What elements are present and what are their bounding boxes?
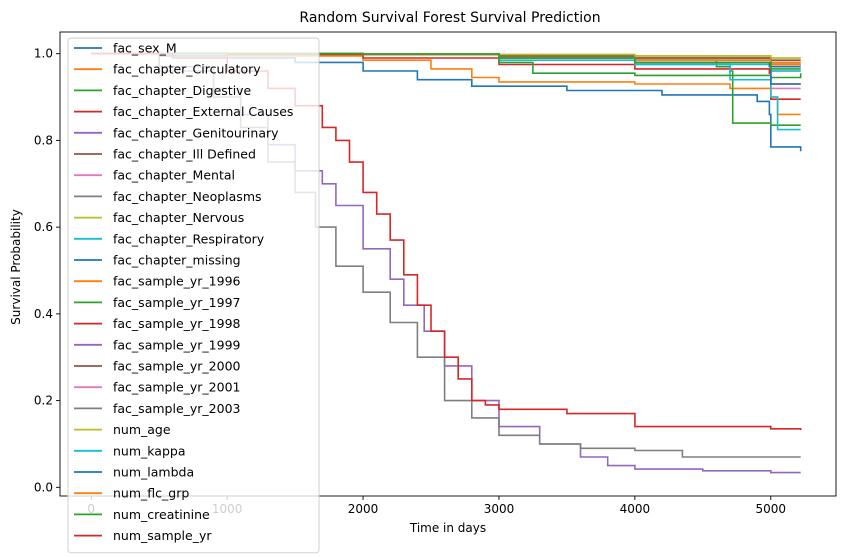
legend-entry: num_creatinine xyxy=(113,507,210,522)
y-tick-label: 1.0 xyxy=(34,47,53,61)
legend-entry: fac_sample_yr_1999 xyxy=(113,337,241,352)
axes-frame xyxy=(59,31,837,497)
y-tick-label: 0.2 xyxy=(34,394,53,408)
x-tick-label: 3000 xyxy=(484,502,515,516)
legend-entry: fac_chapter_Ill Defined xyxy=(113,147,256,162)
x-tick-label: 4000 xyxy=(620,502,651,516)
y-tick-label: 0.0 xyxy=(34,480,53,494)
chart-title: Random Survival Forest Survival Predicti… xyxy=(299,10,600,26)
legend-entry: fac_sample_yr_1998 xyxy=(113,316,241,331)
legend-entry: num_age xyxy=(113,422,171,437)
legend-box xyxy=(67,37,320,554)
legend-entry: fac_chapter_Respiratory xyxy=(113,231,265,246)
legend-entry: num_kappa xyxy=(113,443,185,458)
legend-entry: fac_sample_yr_2003 xyxy=(113,401,240,416)
legend-entry: fac_sample_yr_1997 xyxy=(113,295,240,310)
x-tick-label: 2000 xyxy=(348,502,379,516)
y-axis-label: Survival Probability xyxy=(9,209,23,325)
legend-entry: fac_sex_M xyxy=(113,41,177,56)
legend-entry: fac_chapter_missing xyxy=(113,253,241,268)
legend-entry: fac_chapter_Circulatory xyxy=(113,62,261,77)
x-axis-label: Time in days xyxy=(409,521,486,535)
legend-entry: fac_chapter_Genitourinary xyxy=(113,125,279,140)
legend-entry: num_flc_grp xyxy=(113,486,189,501)
legend-entry: fac_chapter_Neoplasms xyxy=(113,189,262,204)
y-tick-label: 0.4 xyxy=(34,307,53,321)
series-line-22 xyxy=(91,52,801,70)
legend-entry: fac_sample_yr_2000 xyxy=(113,359,241,374)
legend-entry: fac_chapter_Mental xyxy=(113,168,235,183)
legend-entry: fac_sample_yr_2001 xyxy=(113,380,240,395)
legend-entry: fac_sample_yr_1996 xyxy=(113,274,241,289)
legend-entry: fac_chapter_Digestive xyxy=(113,83,252,98)
legend-entry: num_sample_yr xyxy=(113,528,212,543)
legend-entry: fac_chapter_External Causes xyxy=(113,104,293,119)
plot-area xyxy=(91,52,802,474)
y-tick-label: 0.6 xyxy=(34,220,53,234)
legend-entry: num_lambda xyxy=(113,465,194,480)
x-tick-label: 5000 xyxy=(755,502,786,516)
legend: fac_sex_M fac_chapter_Circulatory fac_chap… xyxy=(67,37,320,554)
legend-entry: fac_chapter_Nervous xyxy=(113,210,244,225)
y-tick-label: 0.8 xyxy=(34,133,53,147)
